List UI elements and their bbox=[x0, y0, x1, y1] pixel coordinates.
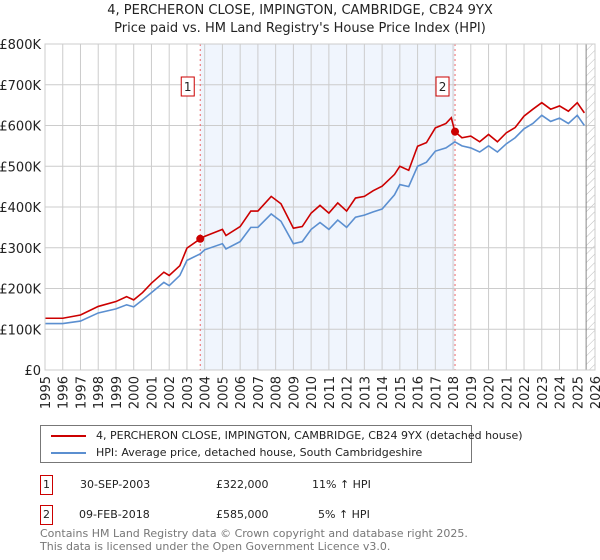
legend-item-hpi: HPI: Average price, detached house, Sout… bbox=[51, 446, 422, 460]
x-tick-label: 2015 bbox=[394, 376, 409, 409]
x-tick-label: 2018 bbox=[447, 376, 462, 409]
sale-box bbox=[435, 76, 450, 97]
x-tick-label: 2016 bbox=[412, 376, 427, 409]
x-tick-label: 2003 bbox=[181, 376, 196, 409]
sale-date: 09-FEB-2018 bbox=[79, 508, 150, 521]
sale-point bbox=[451, 127, 460, 136]
x-tick-label: 1995 bbox=[39, 376, 54, 409]
x-tick-label: 2009 bbox=[287, 376, 302, 409]
sale-price: £322,000 bbox=[216, 478, 269, 491]
legend-label: 4, PERCHERON CLOSE, IMPINGTON, CAMBRIDGE… bbox=[96, 429, 523, 442]
x-tick-label: 2021 bbox=[500, 376, 515, 409]
y-tick-label: £200K bbox=[0, 283, 41, 298]
x-tick-label: 2013 bbox=[358, 376, 373, 409]
chart-title: 4, PERCHERON CLOSE, IMPINGTON, CAMBRIDGE… bbox=[107, 3, 493, 18]
sale-hpi: 11% ↑ HPI bbox=[312, 478, 371, 491]
plot-border bbox=[44, 43, 596, 371]
y-tick-label: £600K bbox=[0, 120, 41, 135]
legend-item-property: 4, PERCHERON CLOSE, IMPINGTON, CAMBRIDGE… bbox=[51, 429, 523, 443]
sale-point bbox=[196, 234, 205, 243]
footer-line: This data is licensed under the Open Gov… bbox=[40, 540, 391, 553]
y-tick-label: £400K bbox=[0, 201, 41, 216]
sale-marker-label: 1 bbox=[40, 475, 53, 495]
plot-area: 1995 1996 1997 1998 1999 2000 2001 2002 2003 2004… bbox=[0, 38, 600, 409]
y-tick-label: £700K bbox=[0, 79, 41, 94]
x-tick-label: 2011 bbox=[323, 376, 338, 409]
y-tick-label: £0 bbox=[24, 364, 41, 379]
x-tick-label: 2007 bbox=[252, 376, 267, 409]
x-tick-label: 2001 bbox=[145, 376, 160, 409]
x-tick-label: 2023 bbox=[536, 376, 551, 409]
chart-subtitle: Price paid vs. HM Land Registry's House … bbox=[114, 21, 486, 36]
sale-row: 1 30-SEP-2003 £322,000 11% ↑ HPI bbox=[40, 475, 460, 495]
sale-box-label: 1 bbox=[184, 80, 192, 94]
footer: Contains HM Land Registry data © Crown c… bbox=[40, 527, 468, 553]
x-tick-label: 1999 bbox=[110, 376, 125, 409]
x-tick-label: 2019 bbox=[465, 376, 480, 409]
x-tick-label: 2022 bbox=[518, 376, 533, 409]
legend: 4, PERCHERON CLOSE, IMPINGTON, CAMBRIDGE… bbox=[40, 425, 523, 463]
sale-price: £585,000 bbox=[216, 508, 269, 521]
sale-box bbox=[180, 76, 195, 97]
y-tick-label: £500K bbox=[0, 160, 41, 175]
sale-marker-label: 2 bbox=[40, 505, 53, 525]
x-tick-label: 1996 bbox=[57, 376, 72, 409]
x-tick-label: 2025 bbox=[571, 376, 586, 409]
footer-line: Contains HM Land Registry data © Crown c… bbox=[40, 527, 468, 540]
sale-row: 2 09-FEB-2018 £585,000 5% ↑ HPI bbox=[40, 505, 460, 525]
hpi-line bbox=[45, 114, 586, 325]
x-tick-label: 2004 bbox=[199, 376, 214, 409]
x-tick-label: 1997 bbox=[74, 376, 89, 409]
legend-label: HPI: Average price, detached house, Sout… bbox=[96, 446, 423, 459]
sale-date: 30-SEP-2003 bbox=[80, 478, 151, 491]
x-tick-label: 2012 bbox=[341, 376, 356, 409]
sale-box-label: 2 bbox=[439, 80, 447, 94]
x-tick-label: 2005 bbox=[216, 376, 231, 409]
x-tick-label: 2008 bbox=[270, 376, 285, 409]
x-tick-label: 1998 bbox=[92, 376, 107, 409]
y-tick-label: £300K bbox=[0, 242, 41, 257]
x-tick-label: 2002 bbox=[163, 376, 178, 409]
x-tick-label: 2014 bbox=[376, 376, 391, 409]
price-line bbox=[45, 101, 586, 320]
y-tick-label: £100K bbox=[0, 323, 41, 338]
x-tick-label: 2000 bbox=[128, 376, 143, 409]
x-tick-label: 2017 bbox=[429, 376, 444, 409]
sale-hpi: 5% ↑ HPI bbox=[318, 508, 370, 521]
legend-swatch bbox=[51, 452, 86, 454]
x-tick-label: 2010 bbox=[305, 376, 320, 409]
legend-swatch bbox=[51, 435, 86, 437]
x-tick-label: 2020 bbox=[483, 376, 498, 409]
x-tick-label: 2024 bbox=[554, 376, 569, 409]
y-tick-label: £800K bbox=[0, 38, 41, 53]
x-tick-label: 2026 bbox=[589, 376, 600, 409]
x-tick-label: 2006 bbox=[234, 376, 249, 409]
